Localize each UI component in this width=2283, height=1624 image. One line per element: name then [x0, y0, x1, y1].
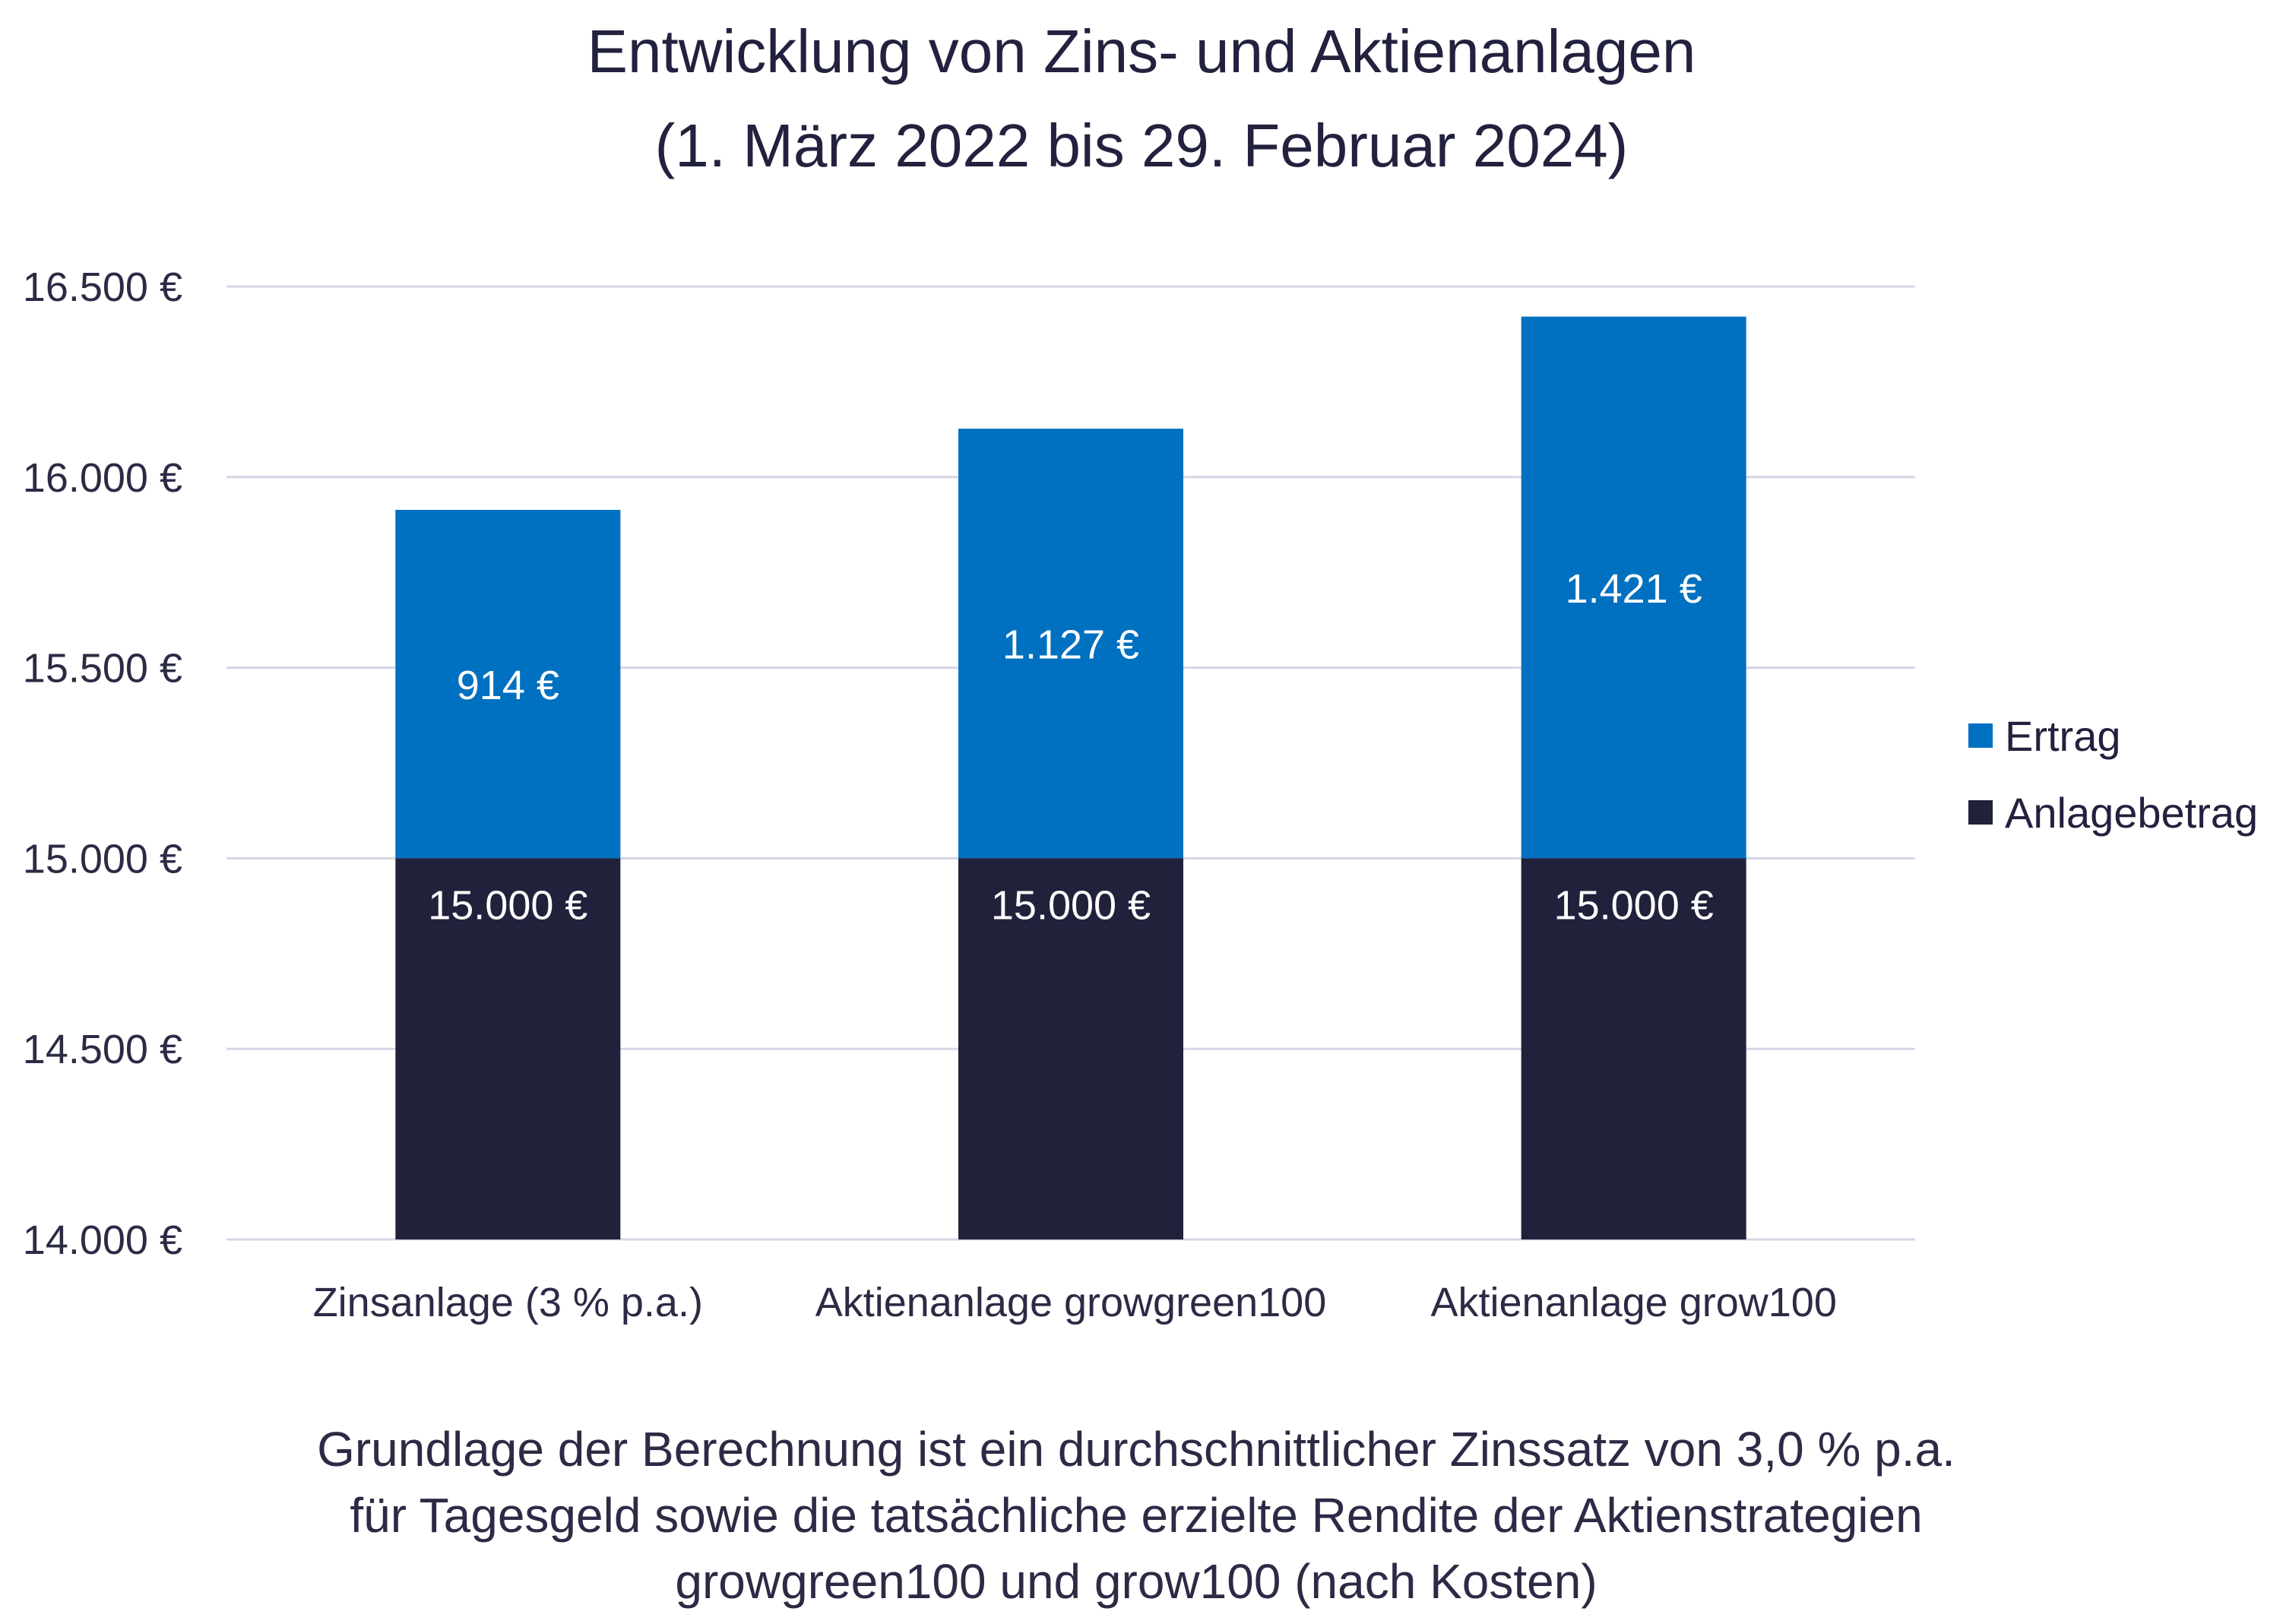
- bar-anlagebetrag: [1521, 858, 1746, 1239]
- legend-item-ertrag: Ertrag: [1968, 711, 2121, 760]
- x-category-label: Aktienanlage grow100: [1430, 1280, 1836, 1325]
- footnote-line-1: Grundlage der Berechnung ist ein durchsc…: [317, 1422, 1955, 1477]
- chart-subtitle: (1. März 2022 bis 29. Februar 2024): [654, 112, 1629, 179]
- bar-ertrag: [395, 509, 621, 859]
- y-tick-label: 15.500 €: [23, 646, 182, 692]
- bar-ertrag: [1521, 316, 1746, 859]
- data-label-ertrag: 914 €: [457, 663, 559, 708]
- footnote-line-3: growgreen100 und grow100 (nach Kosten): [675, 1554, 1597, 1609]
- legend-swatch-ertrag: [1968, 723, 1993, 748]
- data-label-ertrag: 1.127 €: [1002, 622, 1139, 668]
- chart-title: Entwicklung von Zins- und Aktienanlagen: [587, 17, 1696, 85]
- footnote-line-2: für Tagesgeld sowie die tatsächliche erz…: [350, 1488, 1923, 1543]
- y-tick-label: 16.000 €: [23, 455, 182, 501]
- legend-label-ertrag: Ertrag: [2005, 711, 2121, 760]
- x-category-label: Zinsanlage (3 % p.a.): [313, 1280, 703, 1325]
- bar-ertrag: [958, 429, 1183, 859]
- data-label-anlagebetrag: 15.000 €: [991, 882, 1151, 928]
- y-tick-label: 14.000 €: [23, 1217, 182, 1263]
- y-tick-label: 15.000 €: [23, 836, 182, 882]
- y-tick-label: 16.500 €: [23, 264, 182, 310]
- legend-label-anlagebetrag: Anlagebetrag: [2005, 788, 2259, 837]
- x-category-label: Aktienanlage growgreen100: [815, 1280, 1327, 1325]
- bar-anlagebetrag: [958, 858, 1183, 1239]
- data-label-ertrag: 1.421 €: [1566, 566, 1702, 612]
- data-label-anlagebetrag: 15.000 €: [1554, 882, 1714, 928]
- data-label-anlagebetrag: 15.000 €: [428, 882, 587, 928]
- legend-item-anlagebetrag: Anlagebetrag: [1968, 788, 2259, 837]
- legend-swatch-anlagebetrag: [1968, 800, 1993, 825]
- y-tick-label: 14.500 €: [23, 1027, 182, 1072]
- bar-anlagebetrag: [395, 858, 621, 1239]
